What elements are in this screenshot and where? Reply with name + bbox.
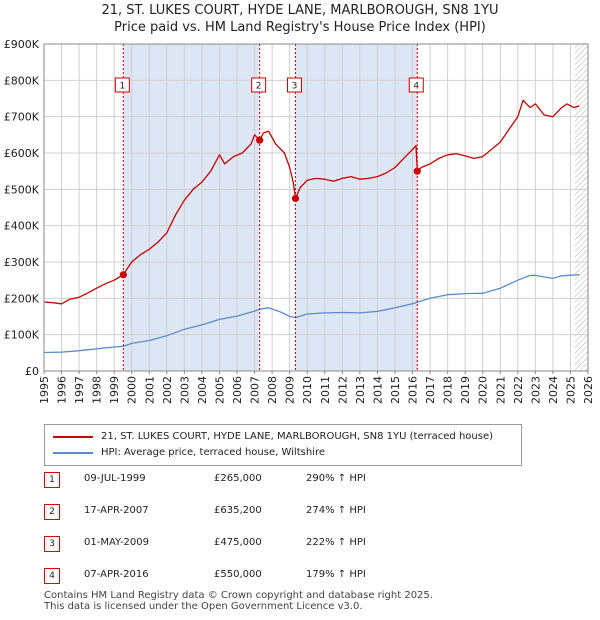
sale-label: 4 [413,82,419,92]
x-tick-label: 2009 [284,376,297,404]
footer-copyright: Contains HM Land Registry data © Crown c… [44,590,433,601]
chart-title-line1: 21, ST. LUKES COURT, HYDE LANE, MARLBORO… [101,3,499,18]
sale-number: 4 [44,568,60,584]
legend-swatch-property [53,436,93,438]
sale-label-box [251,77,267,93]
y-tick-label: £500K [4,183,40,196]
chart-title-line2: Price paid vs. HM Land Registry's House … [114,20,486,35]
y-tick-label: £100K [4,329,40,342]
y-tick-label: £200K [4,292,40,305]
x-tick-label: 1998 [91,376,104,404]
x-tick-label: 2007 [249,376,262,404]
x-tick-label: 2012 [336,376,349,404]
sale-date: 07-APR-2016 [84,569,149,580]
x-tick-label: 2013 [354,376,367,404]
sale-label-box [114,77,130,93]
sale-number: 2 [44,504,60,520]
sale-number: 1 [44,472,60,488]
sale-hpi-change: 274% ↑ HPI [306,505,366,516]
x-tick-label: 2003 [178,376,191,404]
y-tick-label: £400K [4,220,40,233]
property-price-line [43,99,580,305]
sale-row: 2 17-APR-2007 £635,200 274% ↑ HPI [44,504,584,522]
sale-row: 3 01-MAY-2009 £475,000 222% ↑ HPI [44,536,584,554]
y-tick-label: £600K [4,147,40,160]
sale-row: 1 09-JUL-1999 £265,000 290% ↑ HPI [44,472,584,490]
x-tick-label: 2010 [301,376,314,404]
sale-label-box [408,77,424,93]
hatched-region [574,44,588,371]
x-tick-label: 1997 [73,376,86,404]
legend-swatch-hpi [53,452,93,454]
y-tick-label: £0 [25,365,39,378]
x-tick-label: 2025 [564,376,577,404]
x-tick-label: 2016 [407,376,420,404]
x-tick-label: 2024 [547,376,560,404]
x-tick-label: 2017 [424,376,437,404]
footer: Contains HM Land Registry data © Crown c… [44,590,433,612]
y-tick-label: £800K [4,74,40,87]
sale-point [291,194,300,203]
price-chart: 1 2 3 4 £0 £100K £200K £300K £400K £500K £600K £70… [4,38,595,404]
x-tick-label: 2021 [494,376,507,404]
y-tick-label: £700K [4,111,40,124]
sale-hpi-change: 222% ↑ HPI [306,537,366,548]
sale-point [119,271,127,279]
x-tick-label: 2004 [196,376,209,404]
sale-label: 2 [256,82,262,92]
sale-price: £265,000 [214,473,262,484]
x-tick-label: 2019 [459,376,472,404]
sale-date: 01-MAY-2009 [84,537,150,548]
sale-price: £475,000 [214,537,262,548]
shaded-span [295,44,418,371]
x-tick-label: 2026 [582,376,595,404]
y-tick-label: £900K [4,38,40,51]
sale-number: 3 [44,536,60,552]
x-tick-label: 1999 [108,376,121,404]
x-tick-label: 2005 [213,376,226,404]
x-tick-label: 2018 [442,376,455,404]
sale-label-box [286,77,302,93]
legend: 21, ST. LUKES COURT, HYDE LANE, MARLBORO… [44,424,522,466]
x-tick-label: 2014 [371,376,384,404]
x-tick-label: 1995 [38,376,51,404]
x-tick-label: 2008 [266,376,279,404]
x-tick-label: 1996 [56,376,69,404]
x-tick-label: 2006 [231,376,244,404]
x-tick-label: 2015 [389,376,402,404]
x-tick-label: 2002 [161,376,174,404]
x-tick-label: 2001 [143,376,156,404]
chart-title: 21, ST. LUKES COURT, HYDE LANE, MARLBORO… [0,2,600,36]
sale-label: 1 [119,82,125,92]
x-tick-label: 2022 [512,376,525,404]
sale-row: 4 07-APR-2016 £550,000 179% ↑ HPI [44,568,584,586]
legend-label-property: 21, ST. LUKES COURT, HYDE LANE, MARLBORO… [101,431,494,442]
sale-hpi-change: 179% ↑ HPI [306,569,366,580]
sale-point [413,167,421,175]
sale-point [256,136,264,144]
sale-hpi-change: 290% ↑ HPI [306,473,366,484]
x-tick-label: 2023 [529,376,542,404]
legend-label-hpi: HPI: Average price, terraced house, Wilt… [101,447,325,458]
footer-licence: This data is licensed under the Open Gov… [44,601,363,612]
y-tick-label: £300K [4,256,40,269]
hpi-line [43,274,580,354]
x-tick-label: 2000 [126,376,139,404]
sale-date: 09-JUL-1999 [84,473,146,484]
sale-price: £635,200 [214,505,262,516]
sale-label: 3 [292,82,298,92]
x-tick-label: 2020 [477,376,490,404]
shaded-span [123,44,260,371]
sale-price: £550,000 [214,569,262,580]
sale-date: 17-APR-2007 [84,505,149,516]
x-tick-label: 2011 [319,376,332,404]
plot-frame [43,43,589,372]
